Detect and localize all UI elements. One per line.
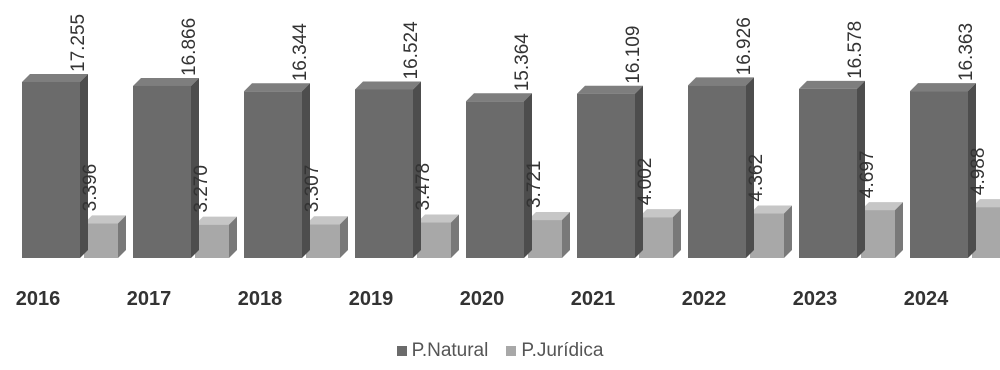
bar-natural-top [22, 73, 88, 82]
legend-swatch-natural [396, 346, 407, 356]
bar-juridica-top [306, 216, 348, 225]
bar-juridica-top [528, 212, 570, 221]
data-label-natural: 16.524 [401, 21, 422, 80]
bar-juridica-side [118, 215, 126, 258]
x-tick-label: 2024 [904, 288, 949, 310]
bar-natural-side [413, 81, 421, 258]
x-tick-label: 2017 [127, 288, 172, 310]
bar-natural-side [302, 83, 310, 258]
data-label-natural: 16.344 [290, 23, 311, 82]
data-label-juridica: 3.396 [80, 164, 101, 212]
bar-juridica [750, 213, 784, 258]
bar-juridica-side [562, 212, 570, 258]
data-label-juridica: 3.270 [191, 165, 212, 213]
data-label-juridica: 4.697 [857, 151, 878, 199]
data-label-natural: 16.363 [956, 23, 977, 81]
bar-natural-top [133, 77, 199, 86]
bar-natural-top [466, 93, 532, 102]
bar-juridica [195, 224, 229, 258]
data-label-natural: 17.255 [68, 14, 89, 72]
data-label-juridica: 4.002 [635, 158, 656, 206]
bar-natural-top [910, 83, 976, 92]
bar-juridica [972, 207, 1000, 258]
bar-natural-side [746, 77, 754, 258]
bar-juridica [84, 223, 118, 258]
bar-natural-top [355, 81, 421, 90]
bar-natural-side [857, 80, 865, 258]
bar-natural [799, 88, 857, 258]
data-label-natural: 15.364 [512, 33, 533, 92]
x-tick-label: 2018 [238, 288, 283, 310]
bar-juridica-side [451, 214, 459, 258]
bar-natural [910, 91, 968, 258]
bar-juridica-side [895, 202, 903, 258]
data-label-juridica: 4.988 [968, 148, 989, 196]
bar-natural-top [688, 77, 754, 86]
x-tick-label: 2021 [571, 288, 616, 310]
data-label-juridica: 3.478 [413, 163, 434, 211]
legend-item-juridica: P.Jurídica [506, 340, 603, 362]
bar-juridica [306, 224, 340, 258]
bar-juridica-top [639, 209, 681, 218]
data-label-natural: 16.926 [734, 17, 755, 75]
bar-natural-top [577, 85, 643, 94]
legend: P.Natural P.Jurídica [0, 340, 1000, 362]
legend-item-natural: P.Natural [396, 340, 489, 362]
bar-juridica [861, 210, 895, 258]
bar-natural [466, 101, 524, 258]
x-tick-label: 2022 [682, 288, 727, 310]
data-label-natural: 16.109 [623, 26, 644, 84]
bar-juridica-top [84, 215, 126, 224]
data-label-juridica: 3.307 [302, 165, 323, 213]
bar-natural-top [244, 83, 310, 92]
bar-natural-side [524, 93, 532, 258]
data-label-juridica: 4.362 [746, 154, 767, 202]
data-label-natural: 16.866 [179, 18, 200, 76]
bar-juridica-top [972, 199, 1000, 208]
x-tick-label: 2016 [16, 288, 61, 310]
bar-juridica-top [417, 214, 459, 223]
bar-natural [244, 91, 302, 258]
bar-juridica-top [861, 202, 903, 211]
bar-juridica-top [750, 205, 792, 214]
bar-juridica-side [229, 216, 237, 258]
bar-natural [577, 93, 635, 258]
legend-swatch-juridica [506, 346, 517, 356]
bar-juridica [417, 222, 451, 258]
bar-juridica [528, 220, 562, 258]
bar-juridica [639, 217, 673, 258]
data-label-juridica: 3.721 [524, 160, 545, 208]
bar-natural-top [799, 80, 865, 89]
bar-natural [355, 89, 413, 258]
x-tick-label: 2020 [460, 288, 505, 310]
bar-natural-side [191, 77, 199, 258]
legend-label-natural: P.Natural [411, 340, 489, 361]
bar-natural-side [968, 83, 976, 258]
bar-natural [133, 85, 191, 258]
bar-juridica-side [340, 216, 348, 258]
bar-natural-side [80, 73, 88, 259]
bar-juridica-side [784, 205, 792, 258]
x-tick-label: 2023 [793, 288, 838, 310]
legend-label-juridica: P.Jurídica [521, 340, 604, 361]
bar-natural-side [635, 85, 643, 258]
bar-juridica-side [673, 209, 681, 258]
bar-juridica-top [195, 216, 237, 225]
bar-natural [688, 85, 746, 258]
bar-natural [22, 81, 80, 259]
data-label-natural: 16.578 [845, 21, 866, 79]
x-tick-label: 2019 [349, 288, 394, 310]
